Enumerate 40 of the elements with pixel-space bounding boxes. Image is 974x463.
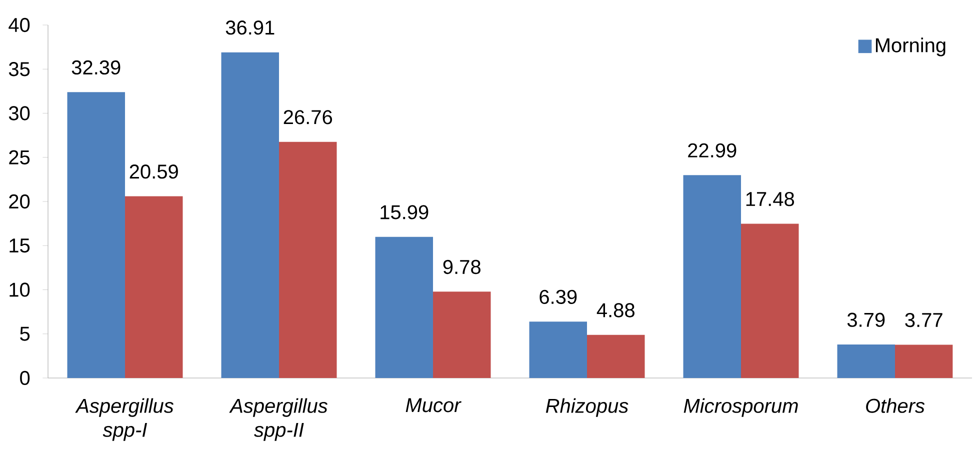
y-tick-label: 35 bbox=[8, 62, 30, 76]
y-tick-label: 10 bbox=[10, 282, 30, 297]
data-label: 3.79 bbox=[847, 312, 885, 327]
bar bbox=[221, 52, 280, 378]
y-tick-label: 5 bbox=[20, 326, 30, 341]
y-tick-label: 30 bbox=[8, 106, 30, 120]
data-label: 36.91 bbox=[226, 20, 274, 35]
y-tick-label: 0 bbox=[20, 370, 30, 386]
data-label: 6.39 bbox=[540, 290, 577, 304]
bar bbox=[279, 142, 337, 378]
x-tick-label: Aspergillus spp-II bbox=[229, 398, 328, 441]
bar bbox=[433, 292, 491, 378]
bar bbox=[125, 196, 183, 378]
data-label: 3.77 bbox=[905, 312, 942, 328]
data-label: 26.76 bbox=[284, 110, 332, 124]
y-tick-label: 40 bbox=[8, 18, 30, 32]
x-tick-label: Microsporum bbox=[684, 398, 798, 417]
x-tick-label: Mucor bbox=[406, 398, 462, 412]
bar bbox=[837, 344, 895, 378]
bar bbox=[529, 322, 588, 378]
x-tick-label: Others bbox=[866, 398, 925, 413]
bar bbox=[375, 236, 434, 378]
bar bbox=[895, 344, 953, 378]
x-tick-label: Aspergillus spp-I bbox=[75, 398, 174, 441]
data-label: 15.99 bbox=[380, 205, 428, 220]
bar bbox=[67, 92, 126, 378]
bar bbox=[683, 175, 741, 378]
data-label: 9.78 bbox=[443, 260, 480, 274]
bar bbox=[741, 224, 799, 378]
data-label: 4.88 bbox=[596, 303, 634, 318]
legend-label: Morning bbox=[876, 38, 946, 56]
y-tick-label: 20 bbox=[9, 194, 30, 209]
data-label: 17.48 bbox=[746, 192, 794, 206]
y-tick-label: 15 bbox=[10, 238, 30, 253]
data-label: 22.99 bbox=[688, 143, 736, 158]
y-tick-label: 25 bbox=[9, 150, 30, 164]
data-label: 32.39 bbox=[72, 60, 120, 75]
data-label: 20.59 bbox=[130, 164, 178, 179]
bar bbox=[587, 334, 645, 378]
x-tick-label: Rhizopus bbox=[546, 398, 628, 417]
